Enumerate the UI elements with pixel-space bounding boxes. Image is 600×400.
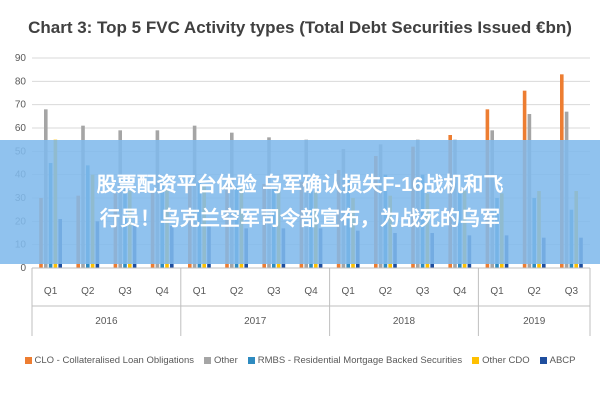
y-tick-label: 60 (15, 123, 27, 134)
x-tick-label: Q2 (230, 286, 244, 297)
chart-legend: CLO - Collateralised Loan Obligations Ot… (0, 350, 600, 370)
legend-label-clo: CLO - Collateralised Loan Obligations (34, 354, 194, 366)
legend-swatch-other-cdo (472, 356, 480, 364)
x-tick-label: Q1 (193, 286, 207, 297)
x-tick-label: Q3 (267, 286, 281, 297)
legend-swatch-abcp (539, 356, 547, 364)
y-tick-label: 80 (15, 76, 27, 87)
legend-label-abcp: ABCP (549, 354, 576, 366)
x-tick-label: Q1 (44, 286, 58, 297)
legend-item-other-cdo: Other CDO (472, 355, 530, 366)
x-tick-label: Q3 (118, 286, 132, 297)
x-tick-label: Q1 (490, 286, 504, 297)
x-tick-label: Q2 (379, 286, 393, 297)
year-label: 2018 (393, 316, 416, 327)
y-tick-label: 0 (20, 263, 26, 274)
legend-swatch-rmbs (247, 356, 255, 364)
year-label: 2016 (95, 316, 118, 327)
x-tick-label: Q4 (156, 286, 170, 297)
y-tick-label: 90 (15, 53, 27, 64)
overlay-banner[interactable]: 股票配资平台体验 乌军确认损失F-16战机和飞 行员！乌克兰空军司令部宣布，为战… (0, 140, 600, 264)
year-label: 2019 (523, 316, 546, 327)
x-tick-label: Q2 (81, 286, 95, 297)
x-tick-label: Q4 (453, 286, 467, 297)
legend-swatch-other (203, 356, 211, 364)
legend-swatch-clo (24, 356, 32, 364)
legend-item-other: Other (203, 354, 238, 366)
legend-label-other: Other (213, 354, 238, 366)
legend-item-abcp: ABCP (539, 354, 576, 366)
x-tick-label: Q4 (304, 286, 318, 297)
legend-label-rmbs: RMBS - Residential Mortgage Backed Secur… (257, 354, 463, 366)
chart-title: Chart 3: Top 5 FVC Activity types (Total… (28, 18, 572, 37)
x-tick-label: Q2 (528, 286, 542, 297)
overlay-text-line-2: 行员！乌克兰空军司令部宣布，为战死的乌军 (100, 208, 500, 230)
overlay-text-line-1: 股票配资平台体验 乌军确认损失F-16战机和飞 (96, 174, 504, 196)
x-tick-label: Q3 (565, 286, 579, 297)
legend-item-clo: CLO - Collateralised Loan Obligations (24, 354, 194, 366)
legend-label-other-cdo: Other CDO (482, 354, 530, 366)
x-tick-label: Q1 (342, 286, 356, 297)
y-tick-label: 70 (15, 100, 27, 111)
year-label: 2017 (244, 316, 267, 327)
legend-item-rmbs: RMBS - Residential Mortgage Backed Secur… (247, 354, 463, 366)
x-tick-label: Q3 (416, 286, 430, 297)
